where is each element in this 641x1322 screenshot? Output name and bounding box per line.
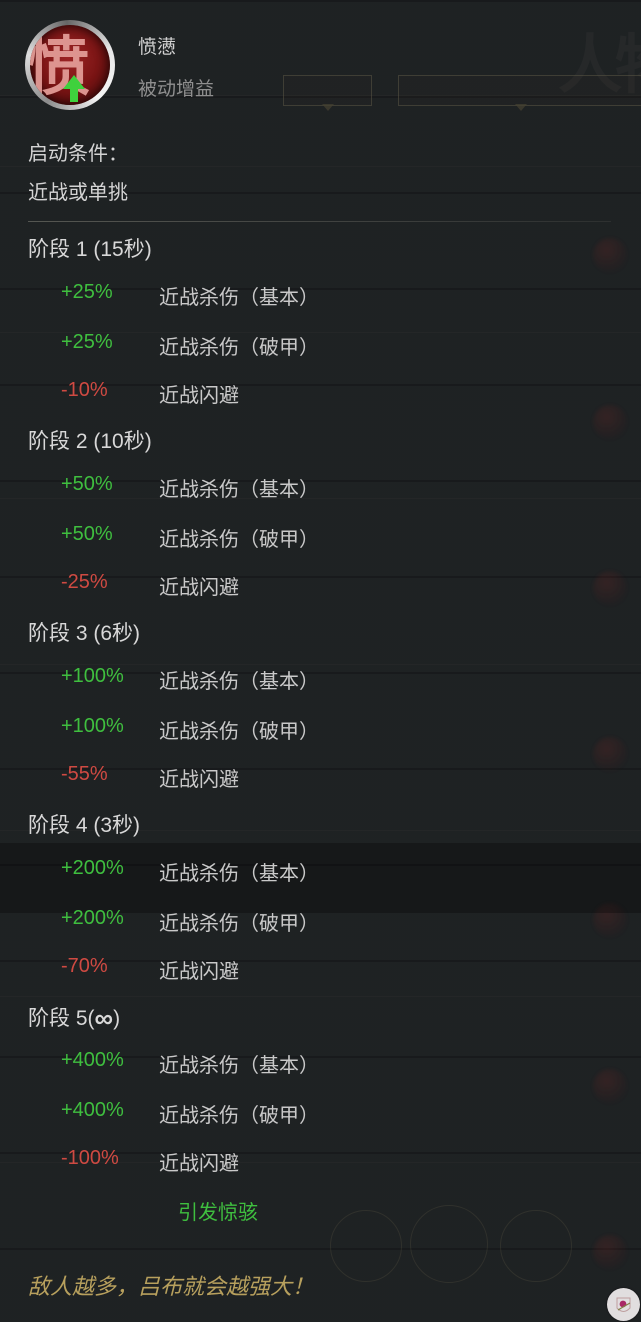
svg-text:愤: 愤	[30, 31, 90, 103]
